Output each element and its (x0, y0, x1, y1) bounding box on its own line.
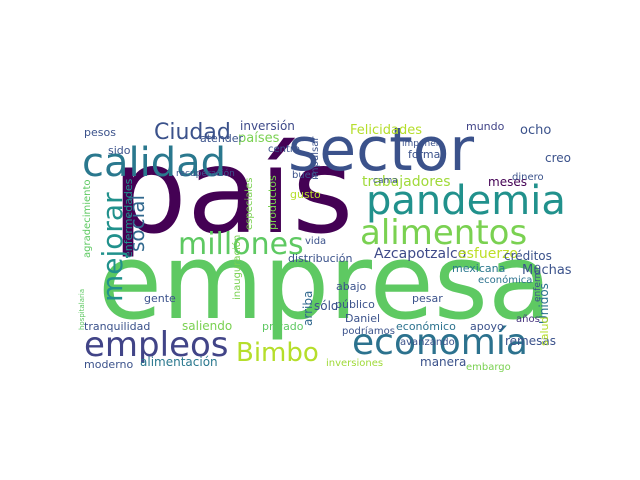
word: arriba (301, 291, 315, 326)
word: privado (262, 320, 304, 333)
word: Ciudad (154, 120, 231, 145)
word: Daniel (345, 312, 380, 325)
word: hospitalaria (78, 289, 86, 330)
word: pesos (84, 126, 116, 139)
word: salud (538, 317, 551, 346)
word: ocho (520, 123, 551, 138)
word: enfermo (533, 264, 543, 302)
word: productos (266, 175, 279, 230)
word: impulsar (310, 136, 321, 180)
word: mexicana (452, 262, 505, 275)
word: meses (488, 175, 527, 189)
word: moderno (84, 358, 133, 371)
word: Muchas (522, 263, 572, 278)
word: manera (420, 355, 466, 369)
word: formal (408, 148, 443, 161)
word: inversión (240, 119, 295, 133)
word: inauguración (231, 235, 243, 300)
word: millones (178, 227, 304, 262)
word: sector (288, 115, 474, 185)
word: tranquilidad (84, 320, 150, 333)
word: agradecimiento (82, 179, 93, 258)
word: pandemia (366, 178, 566, 224)
word: mejorar (96, 192, 129, 302)
word: dinero (512, 172, 544, 183)
word: centro (268, 144, 300, 155)
word: social (125, 195, 149, 252)
word: gente (144, 292, 176, 305)
word: saliendo (182, 319, 232, 333)
word: podríamos (342, 325, 395, 337)
word: Unidos (537, 283, 551, 324)
word: público (335, 298, 375, 311)
word: mundo (466, 120, 505, 133)
word: abajo (336, 280, 367, 293)
word: embargo (466, 362, 511, 373)
word: empresa (98, 221, 552, 343)
word: remesas (505, 334, 556, 348)
word: calidad (82, 140, 226, 186)
word: especiales (244, 178, 255, 230)
word: países (238, 131, 280, 146)
word: creo (545, 151, 571, 165)
word: apoyo (470, 320, 504, 333)
word: economía (352, 322, 528, 363)
word: Azcapotzalco (374, 246, 466, 262)
word: años (516, 314, 540, 325)
word: distribución (288, 252, 352, 265)
word: país (112, 122, 353, 260)
word: económico (396, 320, 456, 333)
word: esfuerzo (458, 246, 518, 262)
word: créditos (504, 249, 552, 263)
word: buen (292, 170, 317, 181)
word: cama (373, 176, 398, 186)
word: enfermedades (122, 178, 135, 258)
word: atender (200, 132, 244, 145)
word: económica (478, 274, 532, 286)
word: pesar (412, 292, 443, 305)
word: gusto (290, 188, 321, 201)
word: empleos (84, 325, 229, 365)
word: inversiones (326, 358, 383, 369)
word: Bimbo (236, 338, 319, 368)
word: sido (108, 144, 131, 157)
word: Felicidades (350, 123, 422, 138)
word: avanzando (400, 337, 455, 348)
word: alimentos (360, 213, 527, 253)
word: trabajadores (362, 174, 451, 190)
word: imponer (402, 139, 440, 149)
word: alimentación (140, 355, 218, 369)
word: recuperación (176, 168, 235, 179)
word: vida (305, 236, 326, 247)
word: sólo (314, 299, 338, 313)
